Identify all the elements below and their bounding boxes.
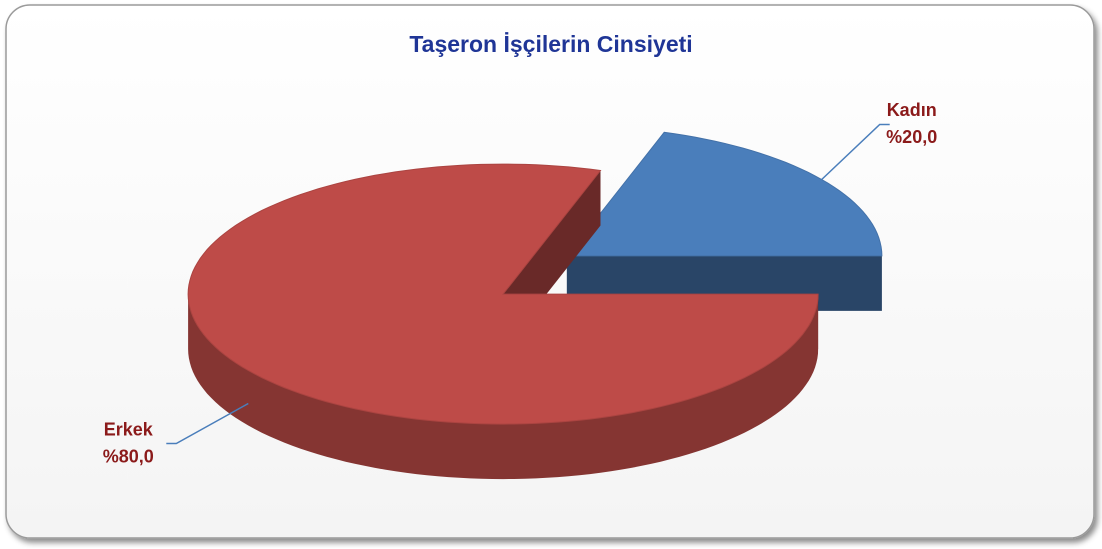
slice-side (188, 294, 819, 480)
pie (187, 131, 883, 480)
data-label-name: Erkek (104, 419, 154, 439)
labels: Kadın %20,0 Erkek %80,0 (103, 100, 937, 466)
data-label-value: %80,0 (103, 446, 154, 466)
leader-line (821, 123, 890, 181)
chart-title: Taşeron İşçilerin Cinsiyeti (409, 31, 692, 57)
slice (187, 163, 819, 425)
data-label-value: %20,0 (886, 127, 937, 147)
data-label-name: Kadın (887, 100, 937, 120)
leader-line (166, 402, 249, 445)
